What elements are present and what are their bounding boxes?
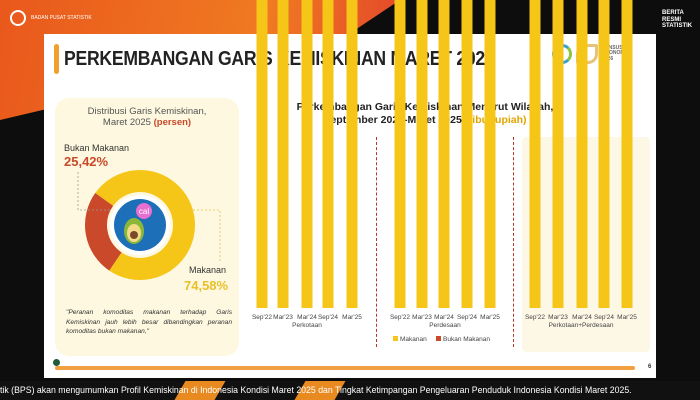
x-tick-label: Mar'25: [342, 314, 362, 321]
group-divider: [513, 137, 514, 347]
legend-swatch-bukan: [436, 336, 441, 341]
x-tick-label: Mar'25: [617, 314, 637, 321]
avocado-seed: [130, 231, 138, 239]
distribution-title: Distribusi Garis Kemiskinan, Maret 2025 …: [55, 106, 239, 128]
x-tick-label: Sep'24: [594, 314, 614, 321]
x-tick-label: Mar'25: [480, 314, 500, 321]
x-tick-label: Sep'22: [525, 314, 545, 321]
news-ticker: tik (BPS) akan mengumumkan Profil Kemisk…: [0, 381, 700, 400]
bar-makanan: [256, 0, 268, 308]
page-number: 6: [648, 364, 652, 370]
chart-unit: (ribu rupiah): [464, 114, 527, 126]
title-line2: Maret 2025 (persen): [55, 117, 239, 128]
bar-makanan: [322, 0, 334, 308]
bar-makanan: [484, 0, 496, 308]
donut-slice-bukan-makanan: [85, 193, 123, 271]
bar-makanan: [416, 0, 428, 308]
bar-makanan: [552, 0, 564, 308]
group-label: Perkotaan: [292, 322, 322, 329]
bar-makanan: [438, 0, 450, 308]
footer-dot: [53, 359, 60, 366]
bukan-makanan-label: Bukan Makanan: [64, 143, 130, 153]
bar-makanan: [461, 0, 473, 308]
x-tick-label: Mar'24: [572, 314, 592, 321]
bukan-makanan-value: 25,42%: [64, 154, 109, 169]
bps-logo-icon: [10, 10, 26, 26]
x-tick-label: Mar'23: [412, 314, 432, 321]
footer-line: [55, 366, 635, 370]
legend-label-makanan: Makanan: [400, 336, 427, 343]
cal-badge: [136, 203, 152, 219]
bar-makanan: [301, 0, 313, 308]
makanan-value: 74,58%: [184, 278, 229, 293]
leader-line-bukan: [77, 172, 110, 211]
donut-slice-makanan: [95, 170, 195, 280]
bar-makanan: [621, 0, 633, 308]
x-tick-label: Mar'23: [273, 314, 293, 321]
org-name: BADAN PUSAT STATISTIK: [31, 15, 92, 21]
leader-line-makanan: [185, 209, 221, 262]
x-tick-label: Mar'24: [297, 314, 317, 321]
bar-makanan: [394, 0, 406, 308]
bar-makanan: [598, 0, 610, 308]
bar-makanan: [277, 0, 289, 308]
ticker-text: tik (BPS) akan mengumumkan Profil Kemisk…: [0, 385, 632, 396]
x-tick-label: Sep'24: [457, 314, 477, 321]
legend-swatch-makanan: [393, 336, 398, 341]
x-tick-label: Sep'22: [390, 314, 410, 321]
bar-makanan: [529, 0, 541, 308]
x-tick-label: Mar'23: [548, 314, 568, 321]
brs-label: BERITA RESMI STATISTIK: [662, 10, 693, 29]
quote-text: "Peranan komoditas makanan terhadap Gari…: [66, 309, 232, 335]
legend-label-bukan: Bukan Makanan: [443, 336, 490, 343]
cal-badge-text: cal: [139, 207, 149, 216]
title-line1: Distribusi Garis Kemiskinan,: [87, 106, 207, 117]
group-divider: [376, 137, 377, 347]
title-date: Maret 2025: [102, 117, 151, 128]
bar-makanan: [346, 0, 358, 308]
bar-makanan: [576, 0, 588, 308]
bps-logo: BADAN PUSAT STATISTIK: [10, 10, 92, 26]
x-tick-label: Mar'24: [434, 314, 454, 321]
x-tick-label: Sep'24: [318, 314, 338, 321]
group-label: Perdesaan: [429, 322, 461, 329]
title-accent: [54, 44, 59, 74]
makanan-label: Makanan: [189, 265, 227, 275]
x-tick-label: Sep'22: [252, 314, 272, 321]
title-unit: (persen): [153, 117, 192, 128]
group-label: Perkotaan+Perdesaan: [549, 322, 614, 329]
